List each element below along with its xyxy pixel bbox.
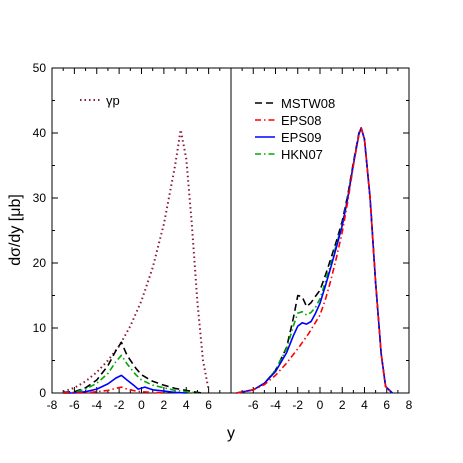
series-line — [63, 374, 187, 394]
right-legend: MSTW08 EPS08 EPS09 HKN07 — [255, 96, 335, 162]
y-tick-label: 40 — [33, 126, 47, 140]
x-tick-label: 4 — [183, 398, 190, 412]
y-tick-label: 10 — [33, 321, 47, 335]
right-series-group — [236, 127, 393, 394]
x-tick-label: 6 — [205, 398, 212, 412]
x-tick-label: 4 — [361, 398, 368, 412]
x-axis-title: y — [227, 425, 235, 442]
x-tick-label: -6 — [69, 398, 80, 412]
y-axis-title: dσ/dy [μb] — [7, 194, 24, 266]
x-tick-label: -6 — [248, 398, 259, 412]
legend-label: EPS08 — [281, 113, 321, 128]
series-line — [236, 127, 393, 394]
y-tick-label: 50 — [33, 61, 47, 75]
x-tick-label: 0 — [138, 398, 145, 412]
series-line — [236, 127, 393, 394]
right-ticks: -6 -4 -2 0 2 4 6 8 — [230, 67, 413, 412]
x-tick-label: 6 — [383, 398, 390, 412]
series-line — [63, 341, 204, 394]
left-plot-frame — [51, 67, 232, 394]
x-tick-label: 2 — [339, 398, 346, 412]
left-ticks: -8 -6 -4 -2 0 2 4 6 0 10 20 30 40 50 — [33, 61, 232, 412]
y-tick-label: 0 — [39, 386, 46, 400]
x-tick-label: -4 — [91, 398, 102, 412]
x-tick-label: 0 — [317, 398, 324, 412]
left-series-group — [62, 128, 210, 394]
legend-label: MSTW08 — [281, 96, 335, 111]
x-tick-label: 2 — [161, 398, 168, 412]
x-tick-label: -8 — [47, 398, 58, 412]
x-tick-label: -2 — [114, 398, 125, 412]
y-tick-label: 30 — [33, 191, 47, 205]
series-line — [236, 127, 393, 394]
series-line — [63, 354, 198, 394]
y-tick-label: 20 — [33, 256, 47, 270]
series-line — [63, 386, 164, 394]
right-panel: -6 -4 -2 0 2 4 6 8 MSTW08 EPS08 EPS09 HKN07 — [230, 67, 413, 412]
series-line — [62, 128, 210, 393]
x-tick-label: -2 — [292, 398, 303, 412]
legend-label: HKN07 — [281, 147, 323, 162]
left-legend: γp — [80, 93, 120, 108]
x-tick-label: -4 — [270, 398, 281, 412]
legend-label: EPS09 — [281, 130, 321, 145]
x-tick-label: 8 — [406, 398, 413, 412]
left-panel: -8 -6 -4 -2 0 2 4 6 0 10 20 30 40 50 γp — [33, 61, 232, 412]
series-line — [236, 127, 393, 394]
legend-label: γp — [106, 93, 120, 108]
